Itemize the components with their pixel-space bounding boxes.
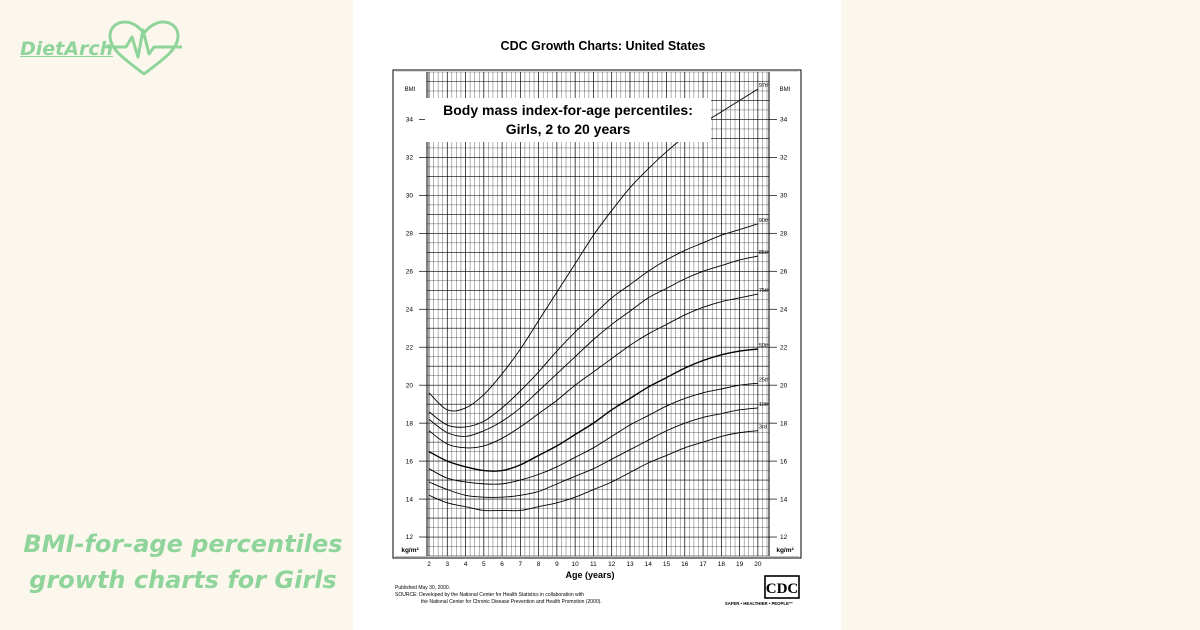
x-tick-label: 3 — [445, 561, 449, 568]
brand-name[interactable]: DietArch — [20, 38, 114, 60]
y-tick-label-right: 28 — [780, 231, 788, 238]
chart-title-line-1: Body mass index-for-age percentiles: — [443, 102, 693, 118]
left-axis-panel — [395, 72, 427, 556]
percentile-curve-50th — [428, 348, 758, 472]
x-axis-label: Age (years) — [565, 570, 614, 580]
y-tick-label-right: 16 — [780, 458, 788, 465]
percentile-label-10th: 10th — [759, 402, 770, 408]
caption-line-1: BMI-for-age percentiles — [23, 530, 343, 558]
y-axis-label-left: BMI — [405, 87, 416, 93]
sheet-header: CDC Growth Charts: United States — [501, 39, 706, 53]
x-tick-label: 17 — [699, 561, 707, 568]
y-unit-label-right: kg/m² — [776, 547, 794, 554]
chart-title-line-2: Girls, 2 to 20 years — [506, 121, 631, 137]
published-note: Published May 30, 2000. — [395, 585, 450, 591]
y-tick-label-left: 16 — [406, 458, 414, 465]
y-tick-label-left: 18 — [406, 420, 414, 427]
y-tick-label-left: 24 — [406, 306, 414, 313]
y-tick-label-left: 22 — [406, 344, 414, 351]
x-tick-label: 4 — [464, 561, 468, 568]
percentile-label-3rd: 3rd — [759, 425, 767, 431]
x-tick-label: 16 — [681, 561, 689, 568]
growth-chart-sheet: CDC Growth Charts: United States BMI BMI… — [353, 0, 841, 630]
y-tick-label-left: 34 — [406, 117, 414, 124]
percentile-curve-90th — [428, 223, 758, 428]
y-tick-label-right: 26 — [780, 268, 788, 275]
x-tick-label: 14 — [645, 561, 653, 568]
y-tick-label-left: 30 — [406, 193, 414, 200]
y-tick-label-right: 34 — [780, 117, 788, 124]
right-axis-panel — [769, 72, 799, 556]
percentile-curve-10th — [428, 407, 758, 498]
x-tick-label: 12 — [608, 561, 616, 568]
x-tick-label: 10 — [572, 561, 580, 568]
x-tick-label: 6 — [500, 561, 504, 568]
cdc-tagline: SAFER • HEALTHIER • PEOPLE™ — [725, 601, 793, 606]
x-tick-label: 9 — [555, 561, 559, 568]
y-tick-label-right: 24 — [780, 306, 788, 313]
cdc-logo-text: CDC — [766, 581, 799, 597]
y-tick-label-right: 20 — [780, 382, 788, 389]
x-tick-label: 5 — [482, 561, 486, 568]
x-tick-label: 20 — [754, 561, 762, 568]
x-tick-label: 7 — [519, 561, 523, 568]
y-tick-label-left: 26 — [406, 268, 414, 275]
axis-layer: BMI BMI kg/m² kg/m² 12 12 14 14 16 16 18 18 20 20… — [401, 72, 794, 568]
chart-grid — [395, 71, 799, 557]
y-tick-label-right: 14 — [780, 496, 788, 503]
y-tick-label-left: 32 — [406, 155, 414, 162]
percentile-label-90th: 90th — [759, 218, 770, 224]
y-tick-label-right: 30 — [780, 193, 788, 200]
y-tick-label-right: 32 — [780, 155, 788, 162]
x-tick-label: 13 — [626, 561, 634, 568]
source-note-line-1: SOURCE: Developed by the National Center… — [395, 592, 584, 598]
percentile-curve-85th — [428, 255, 758, 437]
percentile-label-50th: 50th — [759, 343, 770, 349]
y-unit-label-left: kg/m² — [401, 547, 419, 554]
percentile-curve-75th — [428, 293, 758, 449]
y-tick-label-right: 12 — [780, 534, 788, 541]
x-tick-label: 15 — [663, 561, 671, 568]
y-tick-label-left: 20 — [406, 382, 414, 389]
growth-chart-svg: CDC Growth Charts: United States BMI BMI… — [392, 39, 802, 606]
y-tick-label-left: 14 — [406, 496, 414, 503]
chart-title-box — [425, 98, 711, 142]
y-tick-label-left: 28 — [406, 231, 414, 238]
percentile-curve-3rd — [428, 430, 758, 512]
percentile-label-75th: 75th — [759, 288, 770, 294]
cdc-logo: CDC SAFER • HEALTHIER • PEOPLE™ — [725, 575, 800, 606]
heartbeat-heart-icon — [106, 20, 182, 76]
x-tick-label: 2 — [427, 561, 431, 568]
caption-line-2: growth charts for Girls — [29, 566, 337, 594]
percentile-label-25th: 25th — [759, 377, 770, 383]
y-tick-label-right: 18 — [780, 420, 788, 427]
caption: BMI-for-age percentiles growth charts fo… — [18, 526, 348, 598]
percentile-curve-25th — [428, 382, 758, 485]
y-tick-label-right: 22 — [780, 344, 788, 351]
y-tick-label-left: 12 — [406, 534, 414, 541]
brand-logo[interactable]: DietArch — [20, 20, 182, 80]
x-tick-label: 19 — [736, 561, 744, 568]
x-tick-label: 11 — [590, 561, 597, 568]
x-tick-label: 18 — [718, 561, 726, 568]
percentile-label-85th: 85th — [759, 250, 770, 256]
y-axis-label-right: BMI — [780, 87, 791, 93]
x-tick-label: 8 — [537, 561, 541, 568]
source-note-line-2: the National Center for Chronic Disease … — [421, 599, 602, 605]
percentile-label-97th: 97th — [759, 83, 770, 89]
